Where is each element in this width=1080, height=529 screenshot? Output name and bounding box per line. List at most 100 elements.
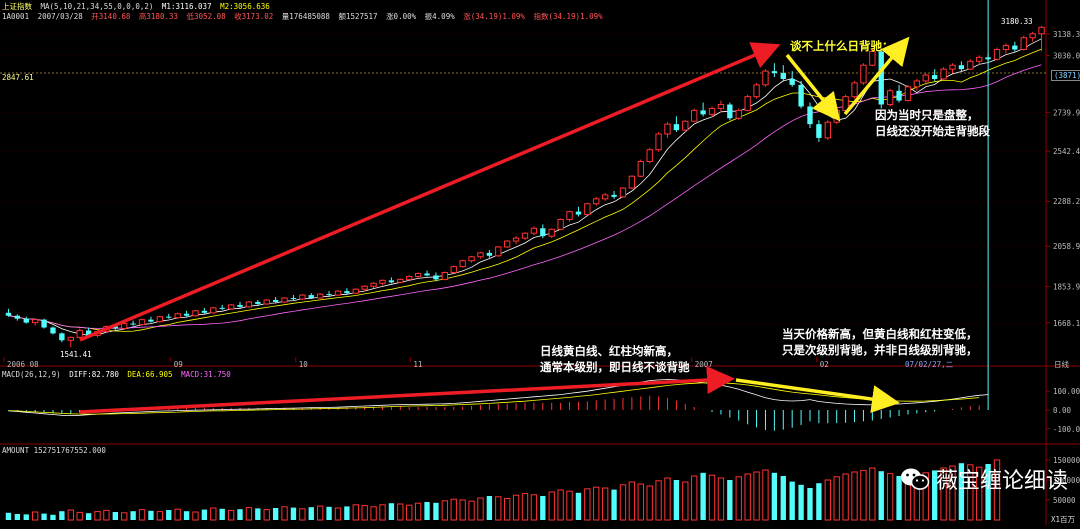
candle-body	[219, 307, 225, 309]
amount-bar	[833, 476, 840, 521]
amount-bar	[584, 488, 591, 521]
candle-body	[272, 300, 279, 302]
amount-bar	[388, 503, 395, 520]
candle-body	[673, 124, 680, 131]
amount-bar	[352, 504, 359, 521]
amount-unit: X1百万	[1051, 515, 1076, 524]
candle-body	[708, 107, 716, 115]
amount-bar	[486, 496, 493, 520]
yellow-arrow-up	[843, 36, 910, 116]
amount-bar	[664, 477, 671, 521]
amount-bar	[646, 485, 653, 521]
high-label: 3180.33	[1001, 17, 1033, 26]
amount-bar	[566, 490, 573, 521]
annotation-consolidation-1: 因为当时只是盘整，	[875, 108, 979, 122]
amount-bar	[326, 506, 332, 520]
candle-body	[753, 84, 760, 98]
candle-body	[611, 194, 617, 197]
macd-dea: DEA:66.905	[127, 370, 173, 379]
amount-bar	[237, 509, 243, 520]
amount-bar	[655, 480, 662, 521]
candle-body	[50, 327, 56, 334]
amount-bar	[540, 496, 546, 520]
candle-body	[717, 104, 725, 109]
macd-label: MACD(26,12,9)	[2, 370, 61, 379]
amount-bar	[450, 498, 457, 521]
candle-body	[727, 104, 733, 119]
code: 1A0001	[2, 12, 30, 21]
macd-tick-label: 0.00	[1053, 406, 1072, 415]
amount-bar	[869, 467, 876, 521]
annotation-macd-right-2: 只是次级别背驰，并非日线级别背驰，	[782, 343, 978, 357]
amount-bar	[762, 469, 769, 521]
candle-body	[1020, 37, 1027, 51]
price-tick-label: 3138.3	[1053, 30, 1080, 39]
candle-body	[344, 291, 350, 294]
candle-body	[441, 272, 449, 280]
candle-body	[646, 149, 653, 162]
price-tick-label: 1668.1	[1053, 319, 1080, 328]
amount-header: AMOUNT 152751767552.000	[2, 446, 106, 455]
amount-bar	[842, 473, 849, 521]
amount-bar	[290, 507, 297, 520]
amount-bar	[130, 511, 136, 520]
candle-body	[281, 297, 288, 303]
candle-body	[245, 301, 253, 308]
ma-params: MA(5,10,21,34,55,0,0,0,2)	[40, 2, 154, 11]
amount-bar	[192, 511, 199, 521]
annotation-macd-left: 日线黄白线、红柱均新高， 通常本级别，即日线不谈背驰	[540, 343, 690, 375]
amount-bar	[121, 512, 128, 521]
amount-bar	[370, 506, 377, 521]
candle-body	[459, 260, 466, 268]
candle-body	[148, 319, 154, 322]
time-tick-label: 2006 08	[7, 360, 39, 369]
candle-body	[949, 64, 956, 70]
amount-bar	[76, 511, 83, 521]
amount-bar	[860, 469, 867, 521]
amount-bar	[673, 480, 680, 520]
candle-body	[361, 285, 368, 290]
amount-bar	[976, 466, 983, 521]
amount-bar	[183, 511, 190, 520]
amount-bar	[227, 509, 235, 521]
amount-bar	[807, 488, 813, 520]
candle-body	[851, 82, 858, 98]
yellow-arrow-macd	[735, 378, 900, 413]
close: 收3173.02	[234, 12, 274, 21]
amount: 额1527517	[338, 12, 378, 21]
candle-body	[619, 187, 627, 198]
amount-bar	[5, 512, 12, 520]
index-rise: 指数(34.19)1.09%	[533, 12, 603, 21]
amount-bar	[601, 487, 609, 521]
time-tick-label: 09	[174, 360, 183, 369]
amount-bar	[94, 511, 101, 521]
macd-tick-label: 100.00	[1053, 387, 1080, 396]
amount-bar	[700, 472, 706, 520]
amount-bar	[708, 474, 716, 521]
candle-body	[67, 336, 74, 341]
amount-bar	[530, 494, 538, 521]
candle-body	[433, 275, 439, 280]
candle-body	[486, 252, 493, 256]
amount-bar	[771, 472, 778, 520]
candle-body	[940, 68, 947, 80]
amount-bar	[619, 484, 627, 521]
annotation-consolidation-2: 日线还没开始走背驰段	[875, 124, 990, 138]
candle-body	[637, 160, 644, 177]
amount-bar	[495, 496, 502, 521]
amount-bar	[967, 464, 974, 521]
m1-value: M1:3116.037	[161, 2, 212, 11]
candle-body	[762, 70, 769, 86]
candle-body	[308, 295, 314, 299]
amount-bar	[780, 476, 786, 520]
candle-body	[379, 279, 386, 284]
amount-bar	[379, 504, 386, 521]
amount-bar	[477, 497, 484, 521]
candle-body	[414, 272, 422, 277]
candle-body	[370, 282, 377, 287]
rise: 涨(34.19)1.09%	[463, 12, 525, 21]
ma21-line	[8, 64, 1042, 329]
amount-bar	[593, 486, 600, 521]
amount-bar	[41, 513, 47, 520]
annotation-macd-left-1: 日线黄白线、红柱均新高，	[540, 344, 678, 358]
